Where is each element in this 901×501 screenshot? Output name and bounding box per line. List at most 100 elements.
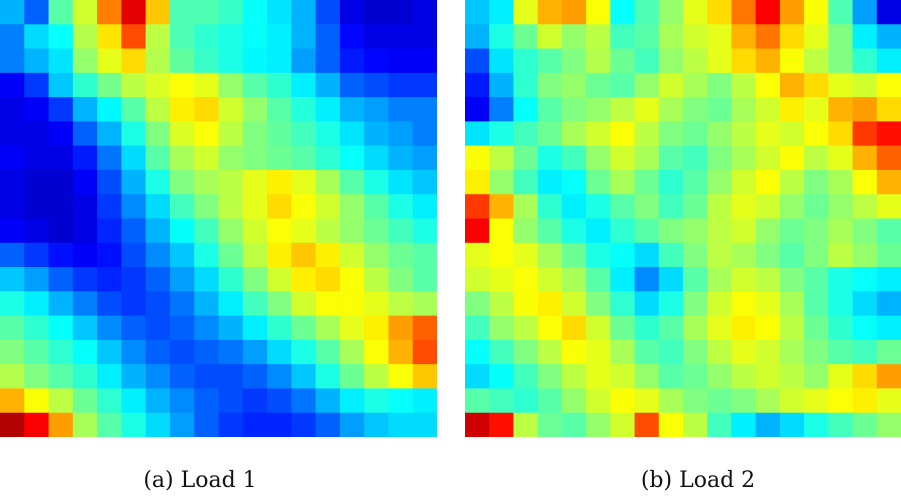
load-1-cell-r17-c0 xyxy=(0,412,25,437)
load-1-cell-r4-c9 xyxy=(218,97,244,122)
load-1-cell-r12-c7 xyxy=(169,291,195,317)
load-1-cell-r12-c14 xyxy=(339,291,365,317)
load-1-cell-r2-c4 xyxy=(97,48,122,74)
load-1-cell-r10-c16 xyxy=(388,242,414,268)
load-1-cell-r16-c17 xyxy=(412,388,437,414)
load-2-cell-r16-c5 xyxy=(586,388,611,414)
load-2-cell-r16-c14 xyxy=(804,388,829,414)
load-2-cell-r10-c9 xyxy=(683,242,708,268)
load-1-cell-r13-c0 xyxy=(0,315,25,341)
load-2-cell-r5-c3 xyxy=(537,121,563,147)
load-1-cell-r12-c10 xyxy=(242,291,268,317)
load-2-cell-r16-c15 xyxy=(828,388,854,414)
load-1-cell-r1-c5 xyxy=(121,24,147,50)
load-1-cell-r15-c2 xyxy=(48,364,74,390)
load-2-cell-r2-c5 xyxy=(586,48,611,74)
load-2-cell-r14-c8 xyxy=(658,339,684,365)
load-1-cell-r6-c11 xyxy=(267,145,292,171)
load-1-cell-r1-c1 xyxy=(24,24,50,50)
load-2-cell-r17-c3 xyxy=(537,412,563,437)
load-1-cell-r14-c16 xyxy=(388,339,414,365)
load-1-cell-r15-c17 xyxy=(412,364,437,390)
load-1-cell-r9-c7 xyxy=(169,218,195,244)
load-1-cell-r9-c16 xyxy=(388,218,414,244)
load-2-cell-r15-c0 xyxy=(465,364,490,390)
load-2-cell-r0-c1 xyxy=(489,0,515,25)
load-2-cell-r8-c11 xyxy=(731,194,757,220)
load-1-cell-r7-c2 xyxy=(48,169,74,195)
load-2-cell-r3-c17 xyxy=(876,72,901,98)
load-1-cell-r4-c2 xyxy=(48,97,74,122)
load-2-cell-r14-c14 xyxy=(804,339,829,365)
load-2-cell-r3-c14 xyxy=(804,72,829,98)
load-1-cell-r1-c6 xyxy=(145,24,171,50)
heatmap-load-1 xyxy=(0,0,437,437)
load-2-cell-r14-c3 xyxy=(537,339,563,365)
load-2-cell-r16-c16 xyxy=(852,388,878,414)
load-1-cell-r10-c14 xyxy=(339,242,365,268)
load-2-cell-r13-c14 xyxy=(804,315,829,341)
heatmap-panel-load-2 xyxy=(465,0,901,437)
load-2-cell-r4-c5 xyxy=(586,97,611,122)
load-1-cell-r10-c3 xyxy=(72,242,98,268)
load-2-cell-r1-c3 xyxy=(537,24,563,50)
load-2-cell-r12-c16 xyxy=(852,291,878,317)
load-2-cell-r4-c9 xyxy=(683,97,708,122)
load-2-cell-r13-c4 xyxy=(561,315,587,341)
load-1-cell-r13-c5 xyxy=(121,315,147,341)
load-1-cell-r7-c13 xyxy=(315,169,341,195)
load-2-cell-r15-c5 xyxy=(586,364,611,390)
load-2-cell-r3-c9 xyxy=(683,72,708,98)
load-2-cell-r6-c11 xyxy=(731,145,757,171)
load-1-cell-r5-c17 xyxy=(412,121,437,147)
load-1-cell-r8-c7 xyxy=(169,194,195,220)
load-2-cell-r7-c3 xyxy=(537,169,563,195)
load-1-cell-r5-c10 xyxy=(242,121,268,147)
load-2-cell-r3-c8 xyxy=(658,72,684,98)
load-1-cell-r6-c9 xyxy=(218,145,244,171)
load-2-cell-r2-c17 xyxy=(876,48,901,74)
load-2-cell-r2-c12 xyxy=(755,48,781,74)
load-2-cell-r13-c10 xyxy=(707,315,733,341)
load-2-cell-r1-c11 xyxy=(731,24,757,50)
load-1-cell-r9-c2 xyxy=(48,218,74,244)
load-2-cell-r0-c10 xyxy=(707,0,733,25)
load-2-cell-r5-c6 xyxy=(610,121,636,147)
load-1-cell-r2-c7 xyxy=(169,48,195,74)
load-2-cell-r15-c7 xyxy=(634,364,660,390)
load-2-cell-r1-c17 xyxy=(876,24,901,50)
load-2-cell-r13-c5 xyxy=(586,315,611,341)
load-2-cell-r17-c0 xyxy=(465,412,490,437)
load-1-cell-r14-c12 xyxy=(291,339,317,365)
load-2-cell-r5-c0 xyxy=(465,121,490,147)
load-2-cell-r14-c5 xyxy=(586,339,611,365)
load-2-cell-r13-c11 xyxy=(731,315,757,341)
load-1-cell-r9-c3 xyxy=(72,218,98,244)
load-2-cell-r1-c9 xyxy=(683,24,708,50)
load-1-cell-r15-c7 xyxy=(169,364,195,390)
load-1-cell-r3-c10 xyxy=(242,72,268,98)
load-1-cell-r16-c7 xyxy=(169,388,195,414)
load-1-cell-r11-c4 xyxy=(97,267,122,292)
load-2-cell-r17-c2 xyxy=(513,412,539,437)
load-2-cell-r0-c7 xyxy=(634,0,660,25)
load-2-cell-r2-c11 xyxy=(731,48,757,74)
load-2-cell-r11-c12 xyxy=(755,267,781,292)
load-1-cell-r1-c12 xyxy=(291,24,317,50)
load-2-cell-r4-c1 xyxy=(489,97,515,122)
load-1-cell-r12-c15 xyxy=(364,291,390,317)
load-2-cell-r6-c14 xyxy=(804,145,829,171)
load-2-cell-r1-c1 xyxy=(489,24,515,50)
load-2-cell-r12-c11 xyxy=(731,291,757,317)
load-1-cell-r12-c3 xyxy=(72,291,98,317)
load-2-cell-r10-c6 xyxy=(610,242,636,268)
load-2-cell-r7-c15 xyxy=(828,169,854,195)
load-2-cell-r5-c16 xyxy=(852,121,878,147)
load-2-cell-r1-c13 xyxy=(779,24,805,50)
load-1-cell-r13-c3 xyxy=(72,315,98,341)
load-2-cell-r0-c6 xyxy=(610,0,636,25)
load-2-cell-r4-c7 xyxy=(634,97,660,122)
load-1-cell-r11-c16 xyxy=(388,267,414,292)
load-1-cell-r0-c17 xyxy=(412,0,437,25)
load-1-cell-r12-c1 xyxy=(24,291,50,317)
